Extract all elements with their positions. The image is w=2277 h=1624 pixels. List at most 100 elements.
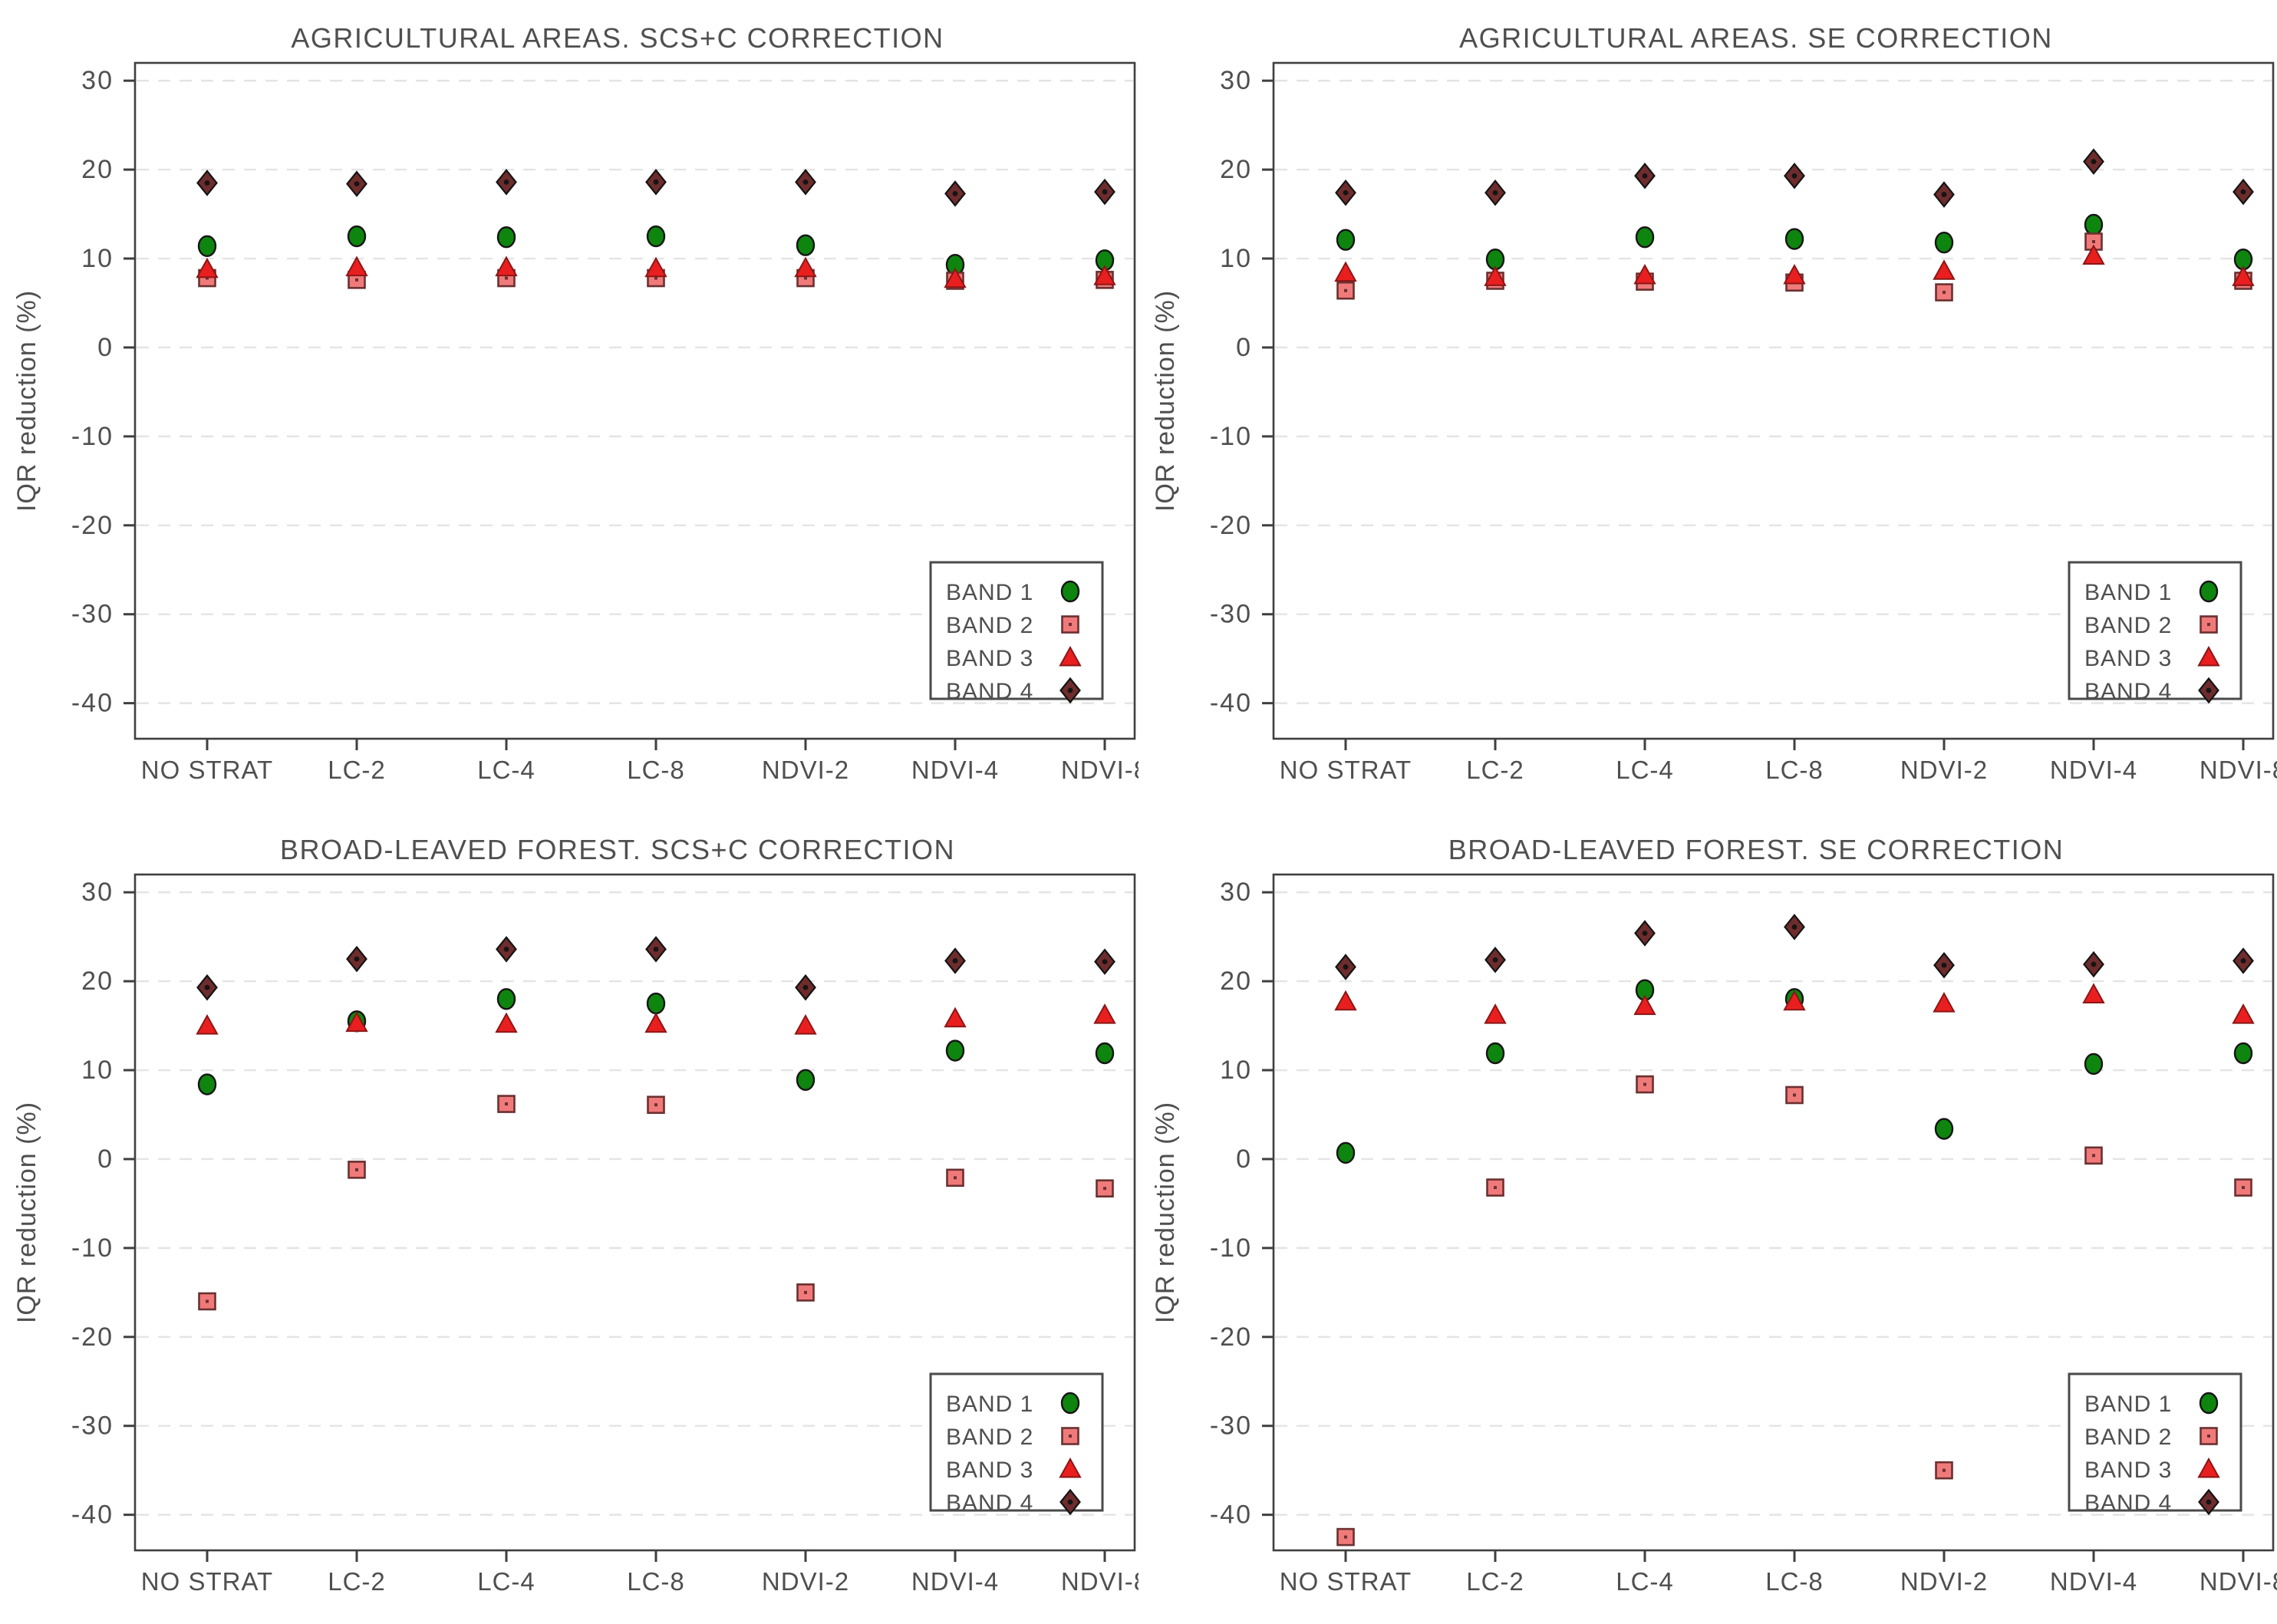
x-tick-label: LC-8 <box>627 756 685 784</box>
data-point-band4-nostrat <box>196 973 218 1001</box>
gridlines <box>137 891 1133 1516</box>
legend-label: BAND 1 <box>2084 580 2172 605</box>
y-tick-label: -10 <box>71 422 114 451</box>
data-point-band4-lc-8 <box>645 169 667 196</box>
x-tick-label: NDVI-4 <box>911 756 999 784</box>
data-point-band4-lc-8 <box>645 936 667 963</box>
data-point-band3-ndvi-4 <box>944 267 967 288</box>
data-point-band1-nostrat <box>1336 229 1356 251</box>
y-tick-label: -20 <box>1210 511 1252 540</box>
legend-marker-circle <box>2199 580 2219 603</box>
data-point-band3-nostrat <box>196 1014 219 1035</box>
legend-label: BAND 4 <box>2084 1491 2172 1516</box>
data-points <box>196 936 1116 1311</box>
legend-label: BAND 2 <box>2084 613 2172 638</box>
y-tick-label: -40 <box>71 689 114 718</box>
y-tick-label: 20 <box>81 155 114 184</box>
data-point-band1-ndvi-2 <box>1934 231 1954 254</box>
legend-marker-circle <box>1060 1392 1080 1415</box>
y-tick-label: 20 <box>81 967 114 996</box>
data-point-band2-lc-8 <box>1785 1085 1804 1105</box>
chart-title: AGRICULTURAL AREAS. SCS+C CORRECTION <box>291 22 944 54</box>
data-point-band1-nostrat <box>1336 1141 1356 1164</box>
data-point-band4-lc-2 <box>346 170 367 197</box>
data-point-band3-ndvi-2 <box>794 256 817 278</box>
data-point-band1-lc-4 <box>496 226 516 249</box>
data-point-band1-lc-2 <box>1485 1042 1505 1065</box>
y-tick-label: -20 <box>71 1323 114 1352</box>
x-tick-label: LC-2 <box>328 756 386 784</box>
legend-label: BAND 4 <box>946 1491 1033 1516</box>
legend-marker-diamond <box>2198 1488 2219 1516</box>
legend-label: BAND 3 <box>946 646 1033 671</box>
data-point-band2-ndvi-2 <box>796 1283 815 1302</box>
legend-label: BAND 4 <box>2084 679 2172 704</box>
data-point-band1-ndvi-4 <box>945 1039 965 1062</box>
y-tick-label: -20 <box>71 511 114 540</box>
x-tick-label: LC-2 <box>1466 1567 1524 1596</box>
y-tick-label: -30 <box>1210 600 1252 629</box>
data-point-band1-lc-4 <box>1635 226 1655 249</box>
data-point-band3-lc-8 <box>1783 990 1806 1011</box>
data-point-band3-lc-2 <box>1484 1003 1507 1024</box>
data-point-band4-ndvi-2 <box>1933 181 1955 208</box>
data-point-band2-ndvi-2 <box>1935 283 1953 301</box>
x-tick-label: LC-4 <box>477 1567 535 1596</box>
chart-title: BROAD-LEAVED FOREST. SCS+C CORRECTION <box>280 834 955 865</box>
data-point-band3-nostrat <box>1334 990 1357 1011</box>
data-point-band2-ndvi-4 <box>2084 1146 2103 1165</box>
x-tick-label: NDVI-8 <box>2200 1567 2277 1596</box>
data-point-band2-nostrat <box>1336 281 1355 300</box>
data-point-band3-lc-2 <box>345 255 368 277</box>
data-point-band3-lc-4 <box>1633 994 1656 1016</box>
data-point-band4-lc-4 <box>496 936 517 963</box>
data-point-band2-ndvi-4 <box>946 1168 964 1188</box>
data-point-band3-lc-8 <box>644 256 667 278</box>
y-tick-label: -40 <box>1210 1500 1252 1530</box>
data-point-band4-ndvi-2 <box>1933 951 1955 979</box>
data-point-band3-ndvi-4 <box>2082 244 2105 265</box>
chart-canvas-1: AGRICULTURAL AREAS. SE CORRECTION 30 20 10 0… <box>1151 22 2277 784</box>
data-point-band2-ndvi-8 <box>2234 1178 2252 1197</box>
x-tick-label: NO STRAT <box>141 1567 273 1596</box>
data-point-band4-ndvi-8 <box>1094 178 1115 206</box>
data-point-band1-lc-4 <box>496 988 516 1010</box>
y-axis-label: IQR reduction (%) <box>1151 1102 1180 1323</box>
legend-marker-square <box>2200 1427 2218 1445</box>
data-point-band1-ndvi-8 <box>1095 1042 1115 1065</box>
data-points <box>1334 914 2255 1547</box>
gridlines <box>1275 891 2272 1516</box>
data-point-band4-lc-2 <box>1484 947 1506 973</box>
data-point-band2-ndvi-8 <box>1096 1179 1114 1198</box>
data-point-band3-lc-2 <box>1484 265 1507 286</box>
x-tick-label: NDVI-2 <box>762 1567 849 1596</box>
y-tick-label: -40 <box>1210 689 1252 718</box>
data-point-band4-lc-4 <box>1634 920 1656 947</box>
data-point-band4-lc-8 <box>1784 914 1805 940</box>
legend: BAND 1 BAND 2 BAND 3 BAND 4 <box>929 1372 1104 1516</box>
y-axis-label: IQR reduction (%) <box>1151 290 1180 512</box>
data-point-band2-lc-8 <box>647 1095 665 1115</box>
legend-marker-circle <box>1060 580 1080 603</box>
data-point-band3-ndvi-2 <box>1933 259 1956 280</box>
legend-marker-triangle <box>1059 645 1082 667</box>
x-tick-label: NO STRAT <box>141 756 273 784</box>
x-tick-label: LC-8 <box>1765 1567 1824 1596</box>
legend-label: BAND 4 <box>946 679 1033 704</box>
y-tick-label: 0 <box>1236 333 1252 362</box>
data-point-band4-lc-2 <box>1484 179 1506 206</box>
data-point-band4-lc-2 <box>346 945 367 973</box>
data-point-band3-ndvi-4 <box>2082 983 2105 1003</box>
data-point-band2-ndvi-2 <box>1935 1461 1953 1480</box>
chart-canvas-2: BROAD-LEAVED FOREST. SCS+C CORRECTION 30 2… <box>12 834 1138 1596</box>
y-tick-label: 10 <box>81 244 114 273</box>
legend-label: BAND 3 <box>2084 1458 2172 1483</box>
y-tick-label: 10 <box>1220 1056 1252 1085</box>
x-tick-label: NDVI-2 <box>1900 756 1988 784</box>
y-tick-label: 0 <box>97 1145 114 1174</box>
legend-label: BAND 1 <box>2084 1392 2172 1417</box>
legend-marker-square <box>1061 1427 1079 1445</box>
data-point-band1-ndvi-2 <box>796 234 816 256</box>
plot-border <box>1272 61 2275 740</box>
